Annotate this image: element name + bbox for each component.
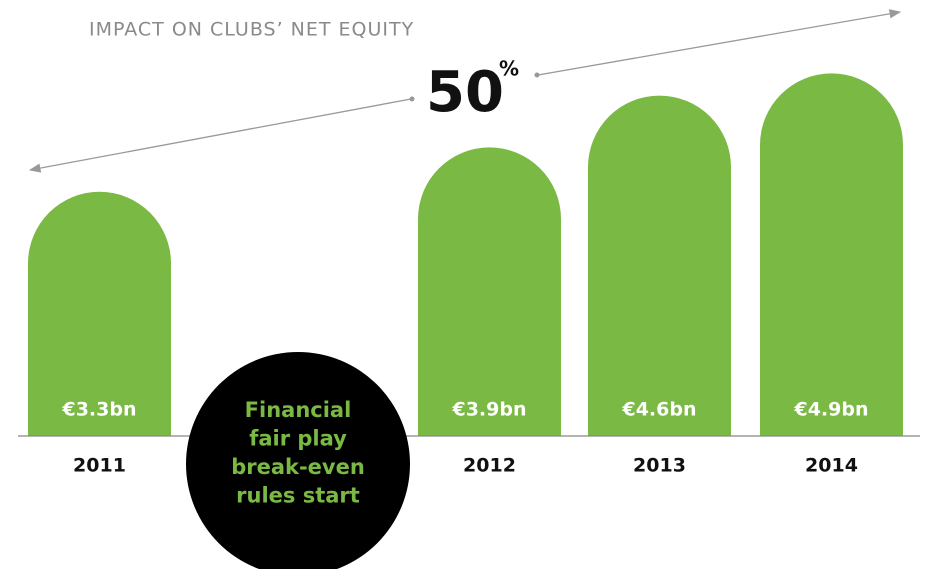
bar	[588, 95, 731, 436]
growth-label: 50	[426, 60, 504, 125]
value-label: €4.6bn	[621, 399, 696, 421]
value-label: €3.9bn	[451, 399, 526, 421]
arrow-dot	[534, 72, 540, 78]
annotation-circle	[186, 352, 410, 569]
growth-arrow	[537, 9, 902, 76]
annotation-line: rules start	[236, 484, 360, 508]
x-tick-label: 2014	[805, 455, 858, 477]
x-tick-label: 2012	[463, 455, 516, 477]
growth-arrow	[28, 98, 412, 173]
growth-unit: %	[499, 57, 519, 81]
bars: €3.3bn €3.9bn €4.6bn €4.9bn	[28, 73, 903, 437]
annotation: Financial fair play break-even rules start	[231, 398, 365, 508]
value-label: €3.3bn	[61, 399, 136, 421]
annotation-line: Financial	[245, 398, 352, 422]
x-tick-label: 2013	[633, 455, 686, 477]
annotation-line: break-even	[231, 455, 365, 479]
annotation-line: fair play	[249, 427, 347, 451]
bar	[28, 191, 171, 436]
x-tick-label: 2011	[73, 455, 126, 477]
arrow-dot	[409, 96, 415, 102]
chart-title: IMPACT ON CLUBS’ NET EQUITY	[89, 19, 414, 41]
bar	[760, 73, 903, 437]
bar	[418, 147, 561, 436]
value-label: €4.9bn	[793, 399, 868, 421]
